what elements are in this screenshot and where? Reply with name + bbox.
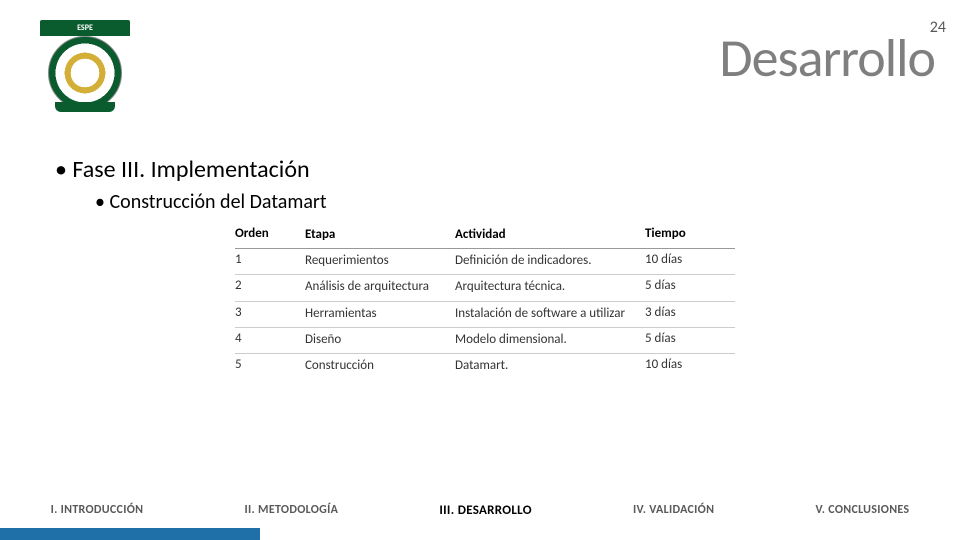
org-logo: ESPE [40,20,130,110]
nav-metodologia[interactable]: II. METODOLOGÍA [245,503,339,518]
slide: 2 4 Desarrollo ESPE • Fase III. Implement… [0,0,960,540]
cell-tiempo: 10 días [645,252,725,267]
slide-title: Desarrollo [719,25,935,91]
cell-etapa: Herramientas [305,305,455,323]
nav-conclusiones[interactable]: V. CONCLUSIONES [815,503,909,518]
th-tiempo: Tiempo [645,226,725,244]
table-row: 2 Análisis de arquitectura Arquitectura … [235,275,735,301]
th-etapa: Etapa [305,226,455,244]
th-actividad: Actividad [455,226,645,244]
nav-introduccion[interactable]: I. INTRODUCCIÓN [51,503,144,518]
cell-orden: 5 [235,357,305,372]
cell-orden: 3 [235,305,305,320]
cell-etapa: Análisis de arquitectura [305,278,455,296]
cell-actividad: Modelo dimensional. [455,331,645,349]
nav-desarrollo[interactable]: III. DESARROLLO [439,503,531,518]
cell-etapa: Diseño [305,331,455,349]
th-orden: Orden [235,226,305,244]
bullet-level2: • Construcción del Datamart [95,190,327,214]
table-row: 4 Diseño Modelo dimensional. 5 días [235,328,735,354]
nav-bar: I. INTRODUCCIÓN II. METODOLOGÍA III. DES… [0,503,960,518]
table-row: 3 Herramientas Instalación de software a… [235,302,735,328]
cell-actividad: Definición de indicadores. [455,252,645,270]
cell-tiempo: 5 días [645,331,725,346]
cell-actividad: Datamart. [455,357,645,375]
progress-bar [0,528,260,540]
cell-tiempo: 10 días [645,357,725,372]
cell-actividad: Arquitectura técnica. [455,278,645,296]
logo-banner-text: ESPE [40,20,130,36]
cell-orden: 4 [235,331,305,346]
cell-tiempo: 3 días [645,305,725,320]
logo-crest-icon [48,36,122,110]
cell-etapa: Requerimientos [305,252,455,270]
table-header-row: Orden Etapa Actividad Tiempo [235,222,735,249]
bullet-level1: • Fase III. Implementación [55,155,310,184]
cell-orden: 1 [235,252,305,267]
cell-orden: 2 [235,278,305,293]
table-row: 1 Requerimientos Definición de indicador… [235,249,735,275]
cell-actividad: Instalación de software a utilizar [455,305,645,323]
table-row: 5 Construcción Datamart. 10 días [235,354,735,379]
cell-etapa: Construcción [305,357,455,375]
data-table: Orden Etapa Actividad Tiempo 1 Requerimi… [235,222,735,379]
cell-tiempo: 5 días [645,278,725,293]
nav-validacion[interactable]: IV. VALIDACIÓN [633,503,714,518]
